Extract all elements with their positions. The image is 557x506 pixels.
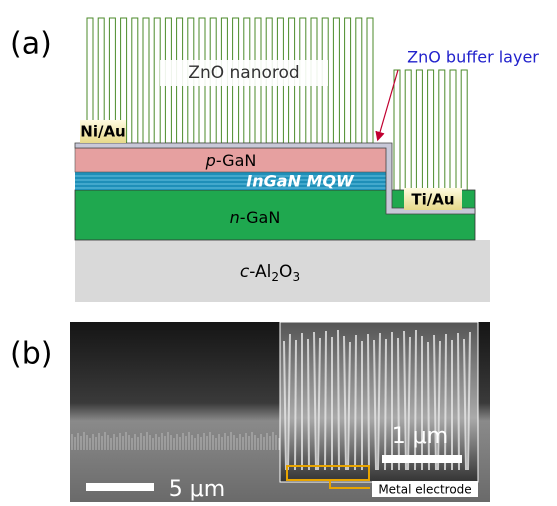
contact-n-label: Ti/Au — [411, 191, 454, 209]
scale-inset-label: 1 μm — [392, 424, 448, 449]
texture-line — [385, 339, 386, 470]
p-layer-label: p-GaN — [205, 151, 257, 170]
texture-line — [295, 340, 296, 470]
texture-line — [415, 330, 416, 470]
nanorod-label: ZnO nanorod — [188, 63, 299, 83]
n-layer-label: n-GaN — [230, 208, 281, 227]
texture-line — [398, 338, 399, 470]
contact-p-label: Ni/Au — [80, 123, 125, 141]
annotation: Metal electrode — [378, 483, 471, 497]
texture-line — [325, 331, 326, 470]
nanorod — [345, 18, 351, 143]
nanorod — [428, 70, 434, 208]
mqw-label: InGaN MQW — [246, 172, 355, 191]
texture-line — [445, 334, 446, 470]
texture-line — [368, 334, 369, 470]
panel-label: (a) — [10, 27, 52, 62]
texture-line — [458, 333, 459, 470]
nanorod — [461, 70, 467, 208]
substrate-label: c-Al2O3 — [240, 262, 300, 284]
nanorod — [416, 70, 422, 208]
nanorod — [367, 18, 373, 143]
nanorod — [143, 18, 149, 143]
texture-line — [355, 335, 356, 470]
nanorod — [450, 70, 456, 208]
scale-bar-inset — [382, 455, 462, 463]
scale-main-label: 5 μm — [169, 477, 225, 502]
nanorod — [154, 18, 160, 143]
panel-label: (b) — [10, 337, 52, 372]
nanorod — [394, 70, 400, 208]
texture-line — [338, 330, 339, 470]
texture-line — [428, 342, 429, 470]
nanorod — [439, 70, 445, 208]
figure: (a) Ni/Au Ti/Au p-GaN InGaN MQW n-GaN c-… — [0, 0, 557, 506]
buffer-label: ZnO buffer layer — [407, 48, 539, 67]
scale-bar-main — [86, 483, 154, 491]
nanorod — [132, 18, 138, 143]
nanorod — [333, 18, 339, 143]
nanorod — [356, 18, 362, 143]
nanorod — [405, 70, 411, 208]
texture-line — [308, 339, 309, 470]
